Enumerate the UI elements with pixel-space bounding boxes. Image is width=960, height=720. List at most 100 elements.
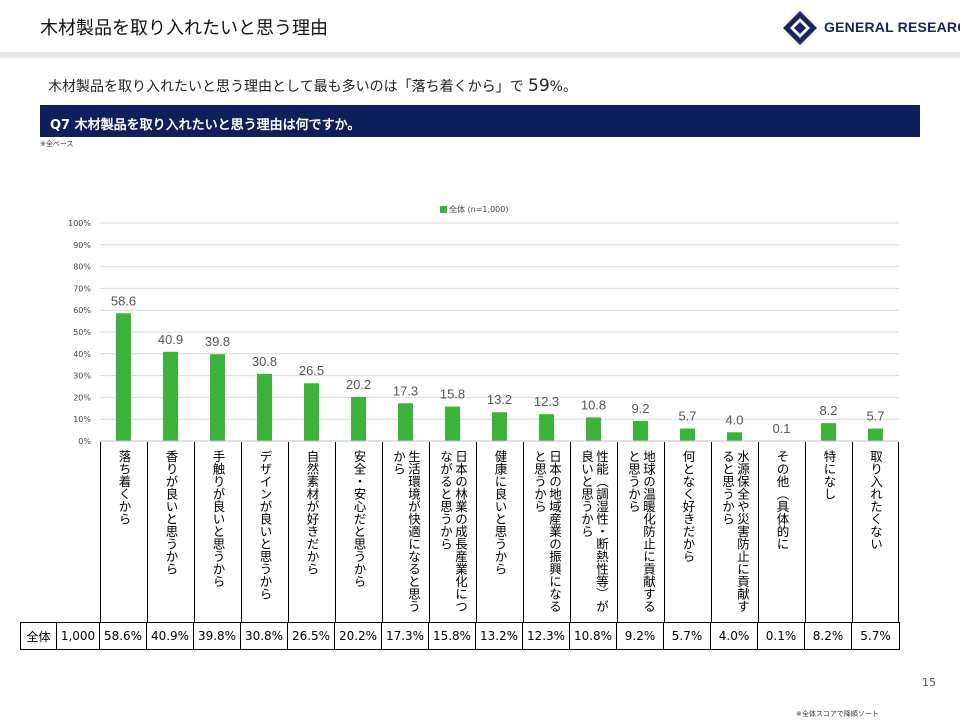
category-cell: 地球の温暖化防止に貢献すると思うから [617, 442, 664, 622]
y-tick-label: 10% [73, 415, 91, 424]
bar [163, 351, 178, 441]
bar [539, 414, 554, 441]
x-tick-label: 健康に良いと思うから [492, 450, 508, 575]
bar [727, 432, 742, 441]
data-label: 12.3 [534, 394, 559, 409]
table-value-cell: 30.8% [241, 623, 288, 649]
y-tick-label: 20% [73, 393, 91, 402]
y-tick-label: 40% [73, 350, 91, 359]
bar [116, 313, 131, 441]
table-value-cell: 9.2% [617, 623, 664, 649]
y-tick-label: 0% [78, 437, 91, 446]
table-value-cell: 58.6% [100, 623, 147, 649]
table-value-cell: 10.8% [570, 623, 617, 649]
data-label: 10.8 [581, 397, 606, 412]
data-label: 0.1 [772, 421, 790, 436]
x-tick-label: 水源保全や災害防止に貢献すると思うから [720, 450, 750, 613]
category-cell: 日本の林業の成長産業化につながると思うから [429, 442, 476, 622]
x-tick-label: 日本の林業の成長産業化につながると思うから [438, 450, 468, 613]
bar-chart: 0% 10% 20% 30% 40% 50% 60% 70% 80% 90% 100% 58.6 40.… [68, 219, 899, 446]
y-tick-label: 30% [73, 372, 91, 381]
question-banner: Q7 木材製品を取り入れたいと思う理由は何ですか。 [40, 105, 920, 137]
x-tick-label: 特になし [821, 450, 837, 500]
company-logo: GENERAL RESEARCH [780, 10, 960, 46]
data-label: 15.8 [440, 387, 465, 402]
bar [680, 428, 695, 441]
table-value-cell: 39.8% [194, 623, 241, 649]
data-label: 39.8 [205, 334, 230, 349]
data-label: 5.7 [678, 409, 696, 424]
category-cell: 性能（調湿性・断熱性等）が良いと思うから [570, 442, 617, 622]
data-label: 58.6 [111, 293, 136, 308]
x-tick-label: その他（具体的に [774, 450, 790, 550]
bar [633, 420, 648, 441]
category-cell: 香りが良いと思うから [147, 442, 194, 622]
table-n-cell: 1,000 [57, 623, 100, 649]
category-cell: 手触りが良いと思うから [194, 442, 241, 622]
bar [586, 417, 601, 441]
bar [398, 403, 413, 441]
table-value-cell: 12.3% [523, 623, 570, 649]
bar [304, 383, 319, 441]
y-tick-label: 100% [68, 219, 91, 228]
x-tick-label: 安全・安心だと思うから [351, 450, 367, 588]
category-cell: 水源保全や災害防止に貢献すると思うから [711, 442, 758, 622]
data-label: 5.7 [866, 409, 884, 424]
table-value-cell: 4.0% [711, 623, 758, 649]
x-tick-label: 性能（調湿性・断熱性等）が良いと思うから [579, 450, 609, 613]
x-tick-label: 取り入れたくない [868, 450, 883, 550]
data-table: 全体 1,000 58.6% 40.9% 39.8% 30.8% 26.5% 20.2% 17.… [20, 622, 900, 650]
bar [868, 428, 883, 441]
x-tick-label: 自然素材が好きだから [304, 450, 320, 575]
data-label: 8.2 [819, 403, 837, 418]
y-tick-label: 60% [73, 306, 91, 315]
x-tick-label: 香りが良いと思うから [163, 450, 179, 575]
y-tick-label: 50% [73, 328, 91, 337]
data-label: 13.2 [487, 392, 512, 407]
table-value-cell: 0.1% [758, 623, 805, 649]
footer-note: ※全体スコアで降順ソート [796, 710, 879, 718]
x-tick-label: デザインが良いと思うから [257, 450, 273, 600]
table-value-cell: 20.2% [335, 623, 382, 649]
data-label: 4.0 [725, 412, 743, 427]
logo-diamond-icon [783, 11, 817, 45]
x-tick-label: 何となく好きだから [680, 450, 696, 563]
x-tick-label: 手触りが良いと思うから [210, 450, 226, 588]
bar [257, 373, 272, 441]
data-label: 17.3 [393, 383, 418, 398]
table-value-cell: 13.2% [476, 623, 523, 649]
data-label: 20.2 [346, 377, 371, 392]
bar [821, 423, 836, 441]
category-cell: 特になし [805, 442, 852, 622]
x-tick-label: 生活環境が快適になると思うから [391, 450, 421, 613]
table-value-cell: 5.7% [664, 623, 711, 649]
y-tick-label: 70% [73, 284, 91, 293]
category-cell: 日本の地域産業の振興になると思うから [523, 442, 570, 622]
x-tick-label: 日本の地域産業の振興になると思うから [532, 450, 562, 613]
category-cell: 安全・安心だと思うから [335, 442, 382, 622]
bar [210, 354, 225, 441]
table-value-cell: 15.8% [429, 623, 476, 649]
page-number: 15 [922, 676, 936, 689]
category-cell: デザインが良いと思うから [241, 442, 288, 622]
category-cell: 自然素材が好きだから [288, 442, 335, 622]
base-note: ※全ベース [40, 140, 74, 148]
bar [445, 406, 460, 441]
data-label: 9.2 [631, 401, 649, 416]
table-value-cell: 26.5% [288, 623, 335, 649]
page-title: 木材製品を取り入れたいと思う理由 [40, 18, 328, 39]
header-divider [0, 52, 960, 58]
bar [351, 396, 366, 441]
x-tick-label: 落ち着くから [116, 450, 132, 525]
category-cell: 落ち着くから [100, 442, 147, 622]
y-tick-label: 80% [73, 263, 91, 272]
table-row-label: 全体 [21, 623, 57, 649]
legend-label: 全体 (n=1,000) [449, 205, 509, 214]
category-cell: その他（具体的に [758, 442, 805, 622]
table-value-cell: 17.3% [382, 623, 429, 649]
summary-text-after: %。 [549, 79, 577, 95]
data-label: 26.5 [299, 363, 324, 378]
x-tick-label: 地球の温暖化防止に貢献すると思うから [626, 450, 656, 613]
category-cell: 健康に良いと思うから [476, 442, 523, 622]
legend-swatch [440, 206, 447, 213]
